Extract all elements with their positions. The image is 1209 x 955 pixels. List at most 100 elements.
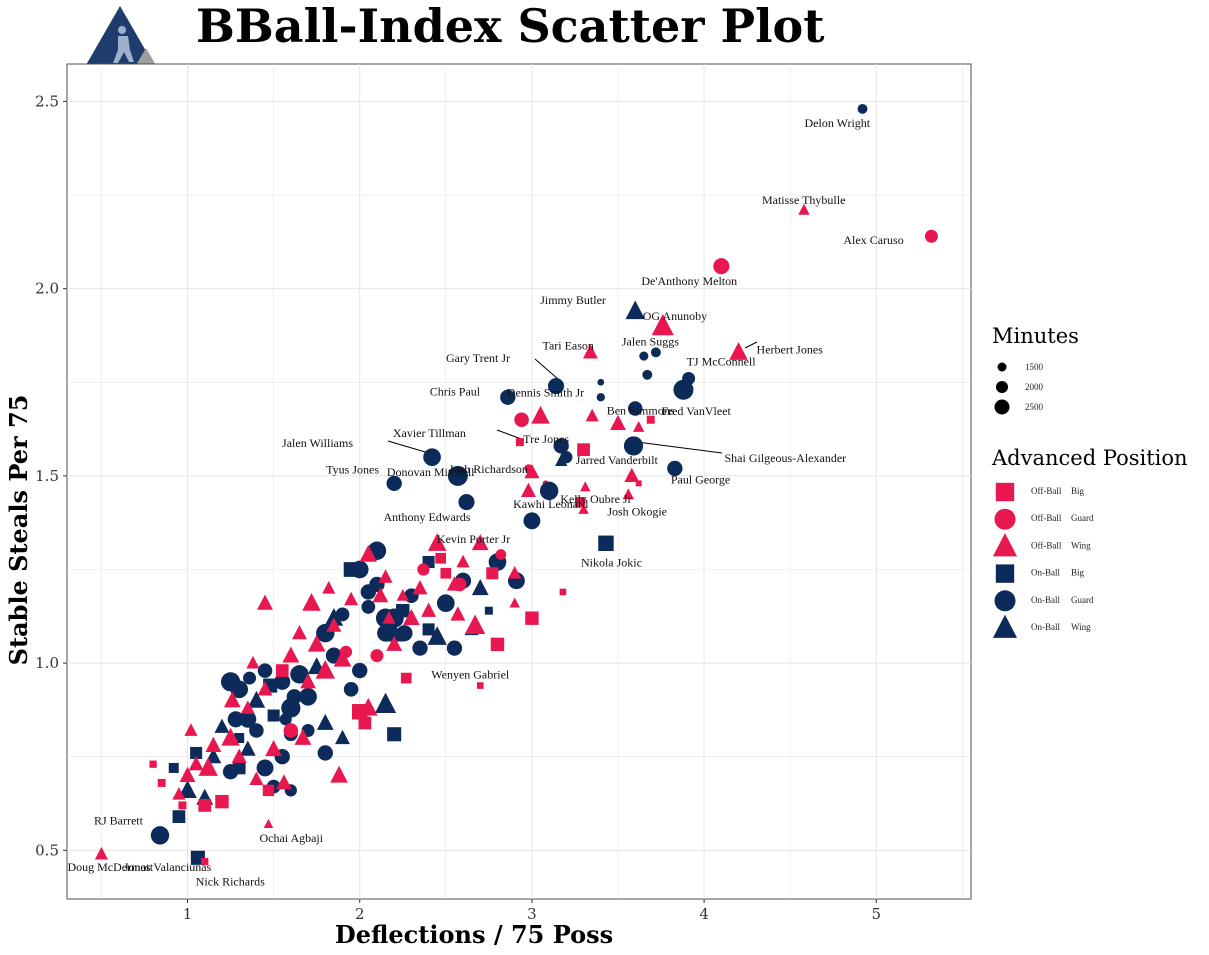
data-point [227, 711, 244, 728]
data-point [575, 497, 586, 508]
point-label: Jarred Vanderbilt [576, 453, 659, 467]
data-point-labeled [582, 344, 598, 359]
data-point-labeled [798, 203, 810, 215]
legend-position-role: Big [1071, 486, 1085, 496]
data-point-labeled [646, 415, 655, 424]
point-label: Doug McDermott [67, 860, 153, 874]
data-point [514, 412, 529, 427]
y-tick-label: 1.0 [35, 654, 59, 672]
data-point [508, 566, 522, 579]
data-point [172, 810, 186, 823]
data-point [231, 748, 247, 763]
data-point [299, 687, 317, 706]
data-point [215, 794, 229, 809]
data-point [294, 728, 312, 745]
point-label: Herbert Jones [757, 342, 824, 356]
data-point [417, 563, 430, 576]
legend-position-role: Wing [1071, 622, 1091, 632]
data-point [339, 645, 353, 658]
data-point-labeled [580, 481, 591, 492]
data-point-labeled [650, 347, 661, 358]
data-point [222, 764, 239, 780]
legend-position-group: Off-Ball [1031, 540, 1062, 550]
point-label: Shai Gilgeous-Alexander [725, 451, 847, 465]
legend-position-key [994, 508, 1016, 530]
data-point [149, 760, 157, 768]
data-point [597, 378, 605, 386]
legend-position-role: Big [1071, 568, 1085, 578]
data-point-labeled [924, 229, 938, 243]
point-label: Tre Jones [523, 432, 569, 446]
data-point [282, 646, 300, 663]
data-point [610, 414, 626, 430]
data-point [343, 682, 359, 697]
data-point-labeled [201, 857, 209, 866]
legend-minutes-key [994, 399, 1010, 415]
data-point-labeled [547, 377, 565, 395]
legend-minutes: Minutes 1500 2000 2500 [992, 324, 1079, 415]
data-point [274, 673, 291, 690]
point-label: Tari Eason [542, 338, 593, 352]
data-point [435, 552, 447, 564]
data-point [315, 659, 335, 679]
point-label: Matisse Thybulle [762, 193, 845, 207]
data-points [94, 103, 938, 866]
point-label: Jalen Suggs [622, 334, 679, 348]
point-label: Ochai Agbaji [259, 831, 323, 845]
x-tick-label: 5 [872, 905, 882, 923]
data-point [396, 625, 413, 642]
data-point [214, 718, 230, 733]
data-point-labeled [651, 313, 674, 336]
data-point-labeled [524, 463, 540, 479]
data-point-labeled [625, 300, 645, 320]
point-label: Chris Paul [430, 384, 481, 398]
data-point [286, 689, 302, 705]
data-point-labeled [673, 379, 694, 400]
data-point [335, 729, 350, 745]
data-point [291, 624, 307, 640]
data-point [247, 690, 266, 708]
data-point [249, 771, 264, 785]
data-point-labeled [622, 488, 635, 500]
x-axis-title: Deflections / 75 Poss [335, 920, 613, 949]
data-point [256, 759, 274, 777]
x-tick-label: 2 [355, 905, 365, 923]
data-point [396, 588, 409, 601]
legend-position: Advanced Position Off-Ball Big Off-Ball Gua… [991, 446, 1188, 638]
data-point [257, 663, 273, 678]
x-tick-label: 4 [699, 905, 709, 923]
data-point-labeled [515, 438, 524, 447]
data-point-labeled [713, 258, 730, 275]
data-point-labeled [553, 438, 569, 454]
logo-player-icon [118, 26, 126, 34]
data-point [427, 626, 447, 645]
legend-position-role: Wing [1071, 540, 1091, 550]
data-point [450, 606, 466, 621]
data-point [249, 723, 264, 738]
legend-position-key [992, 533, 1018, 557]
point-label: Fred VanVleet [661, 404, 731, 418]
data-point [632, 420, 645, 432]
data-point-labeled [623, 436, 644, 456]
logo-player-body-icon [113, 36, 134, 63]
data-point [422, 623, 435, 636]
data-point [335, 607, 350, 622]
legend-position-role: Guard [1071, 513, 1094, 523]
point-label: Jonas Valanciunas [124, 860, 212, 874]
point-labels: Delon Wright Matisse Thybulle Alex Caruso D… [67, 116, 903, 889]
point-label: Xavier Tillman [393, 426, 466, 440]
data-point [490, 637, 505, 652]
data-point [307, 634, 326, 652]
data-point [578, 503, 589, 514]
legend-position-group: Off-Ball [1031, 513, 1062, 523]
y-axis-title: Stable Steals Per 75 [4, 395, 33, 666]
data-point [531, 405, 550, 424]
data-point [484, 606, 493, 615]
point-label: Kelly Oubre Jr [560, 492, 631, 506]
data-point [205, 748, 222, 764]
y-tick-label: 0.5 [35, 841, 59, 859]
data-point [440, 567, 452, 579]
data-point-labeled [476, 682, 484, 689]
y-tick-label: 2.0 [35, 280, 59, 298]
